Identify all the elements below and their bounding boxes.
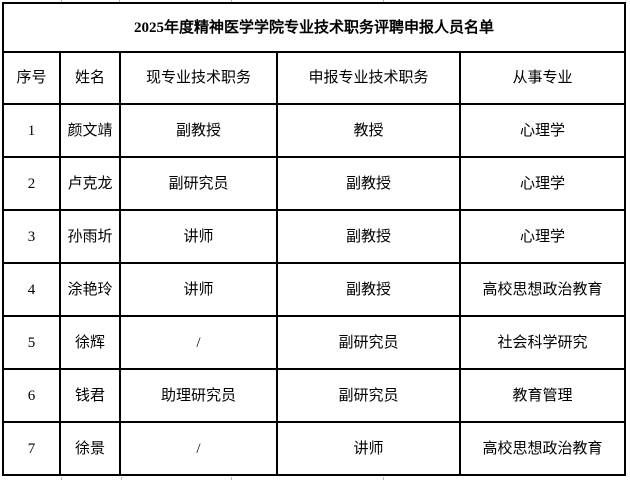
- personnel-roster-table: 2025年度精神医学学院专业技术职务评聘申报人员名单 序号 姓名 现专业技术职务…: [2, 2, 626, 476]
- header-cell-applied-position: 申报专业技术职务: [276, 51, 461, 105]
- table-row: 1 颜文靖 副教授 教授 心理学: [2, 103, 626, 158]
- table-row: 5 徐辉 / 副研究员 社会科学研究: [2, 315, 626, 370]
- header-cell-current-position: 现专业技术职务: [119, 51, 278, 105]
- gridline-artifact: [231, 477, 232, 480]
- current-position-cell: 副教授: [119, 103, 278, 158]
- applied-position-cell: 副教授: [276, 156, 461, 211]
- table-row: 7 徐景 / 讲师 高校思想政治教育: [2, 421, 626, 476]
- applied-position-cell: 副教授: [276, 209, 461, 264]
- seq-cell: 2: [2, 156, 61, 211]
- current-position-cell: 讲师: [119, 262, 278, 317]
- seq-cell: 7: [2, 421, 61, 476]
- field-cell: 教育管理: [459, 368, 626, 423]
- applied-position-cell: 教授: [276, 103, 461, 158]
- name-cell: 涂艳玲: [59, 262, 121, 317]
- name-cell: 卢克龙: [59, 156, 121, 211]
- name-cell: 徐景: [59, 421, 121, 476]
- name-cell: 徐辉: [59, 315, 121, 370]
- header-cell-field: 从事专业: [459, 51, 626, 105]
- current-position-cell: 副研究员: [119, 156, 278, 211]
- table-row: 6 钱君 助理研究员 副研究员 教育管理: [2, 368, 626, 423]
- applied-position-cell: 讲师: [276, 421, 461, 476]
- field-cell: 社会科学研究: [459, 315, 626, 370]
- field-cell: 心理学: [459, 209, 626, 264]
- seq-cell: 5: [2, 315, 61, 370]
- name-cell: 颜文靖: [59, 103, 121, 158]
- seq-cell: 3: [2, 209, 61, 264]
- current-position-cell: 讲师: [119, 209, 278, 264]
- name-cell: 钱君: [59, 368, 121, 423]
- field-cell: 高校思想政治教育: [459, 421, 626, 476]
- current-position-cell: /: [119, 315, 278, 370]
- title-row: 2025年度精神医学学院专业技术职务评聘申报人员名单: [2, 2, 626, 53]
- gridline-artifact: [383, 0, 384, 3]
- gridline-artifact: [61, 477, 62, 480]
- gridline-artifact: [231, 0, 232, 3]
- header-cell-name: 姓名: [59, 51, 121, 105]
- applied-position-cell: 副教授: [276, 262, 461, 317]
- field-cell: 高校思想政治教育: [459, 262, 626, 317]
- table-row: 4 涂艳玲 讲师 副教授 高校思想政治教育: [2, 262, 626, 317]
- gridline-artifact: [119, 0, 120, 3]
- seq-cell: 4: [2, 262, 61, 317]
- name-cell: 孙雨圻: [59, 209, 121, 264]
- applied-position-cell: 副研究员: [276, 368, 461, 423]
- current-position-cell: 助理研究员: [119, 368, 278, 423]
- header-cell-seq: 序号: [2, 51, 61, 105]
- field-cell: 心理学: [459, 103, 626, 158]
- header-row: 序号 姓名 现专业技术职务 申报专业技术职务 从事专业: [2, 51, 626, 105]
- table-title: 2025年度精神医学学院专业技术职务评聘申报人员名单: [2, 2, 626, 53]
- seq-cell: 6: [2, 368, 61, 423]
- seq-cell: 1: [2, 103, 61, 158]
- field-cell: 心理学: [459, 156, 626, 211]
- gridline-artifact: [61, 0, 62, 3]
- gridline-artifact: [121, 477, 122, 480]
- current-position-cell: /: [119, 421, 278, 476]
- gridline-artifact: [383, 477, 384, 480]
- table-row: 3 孙雨圻 讲师 副教授 心理学: [2, 209, 626, 264]
- table-row: 2 卢克龙 副研究员 副教授 心理学: [2, 156, 626, 211]
- applied-position-cell: 副研究员: [276, 315, 461, 370]
